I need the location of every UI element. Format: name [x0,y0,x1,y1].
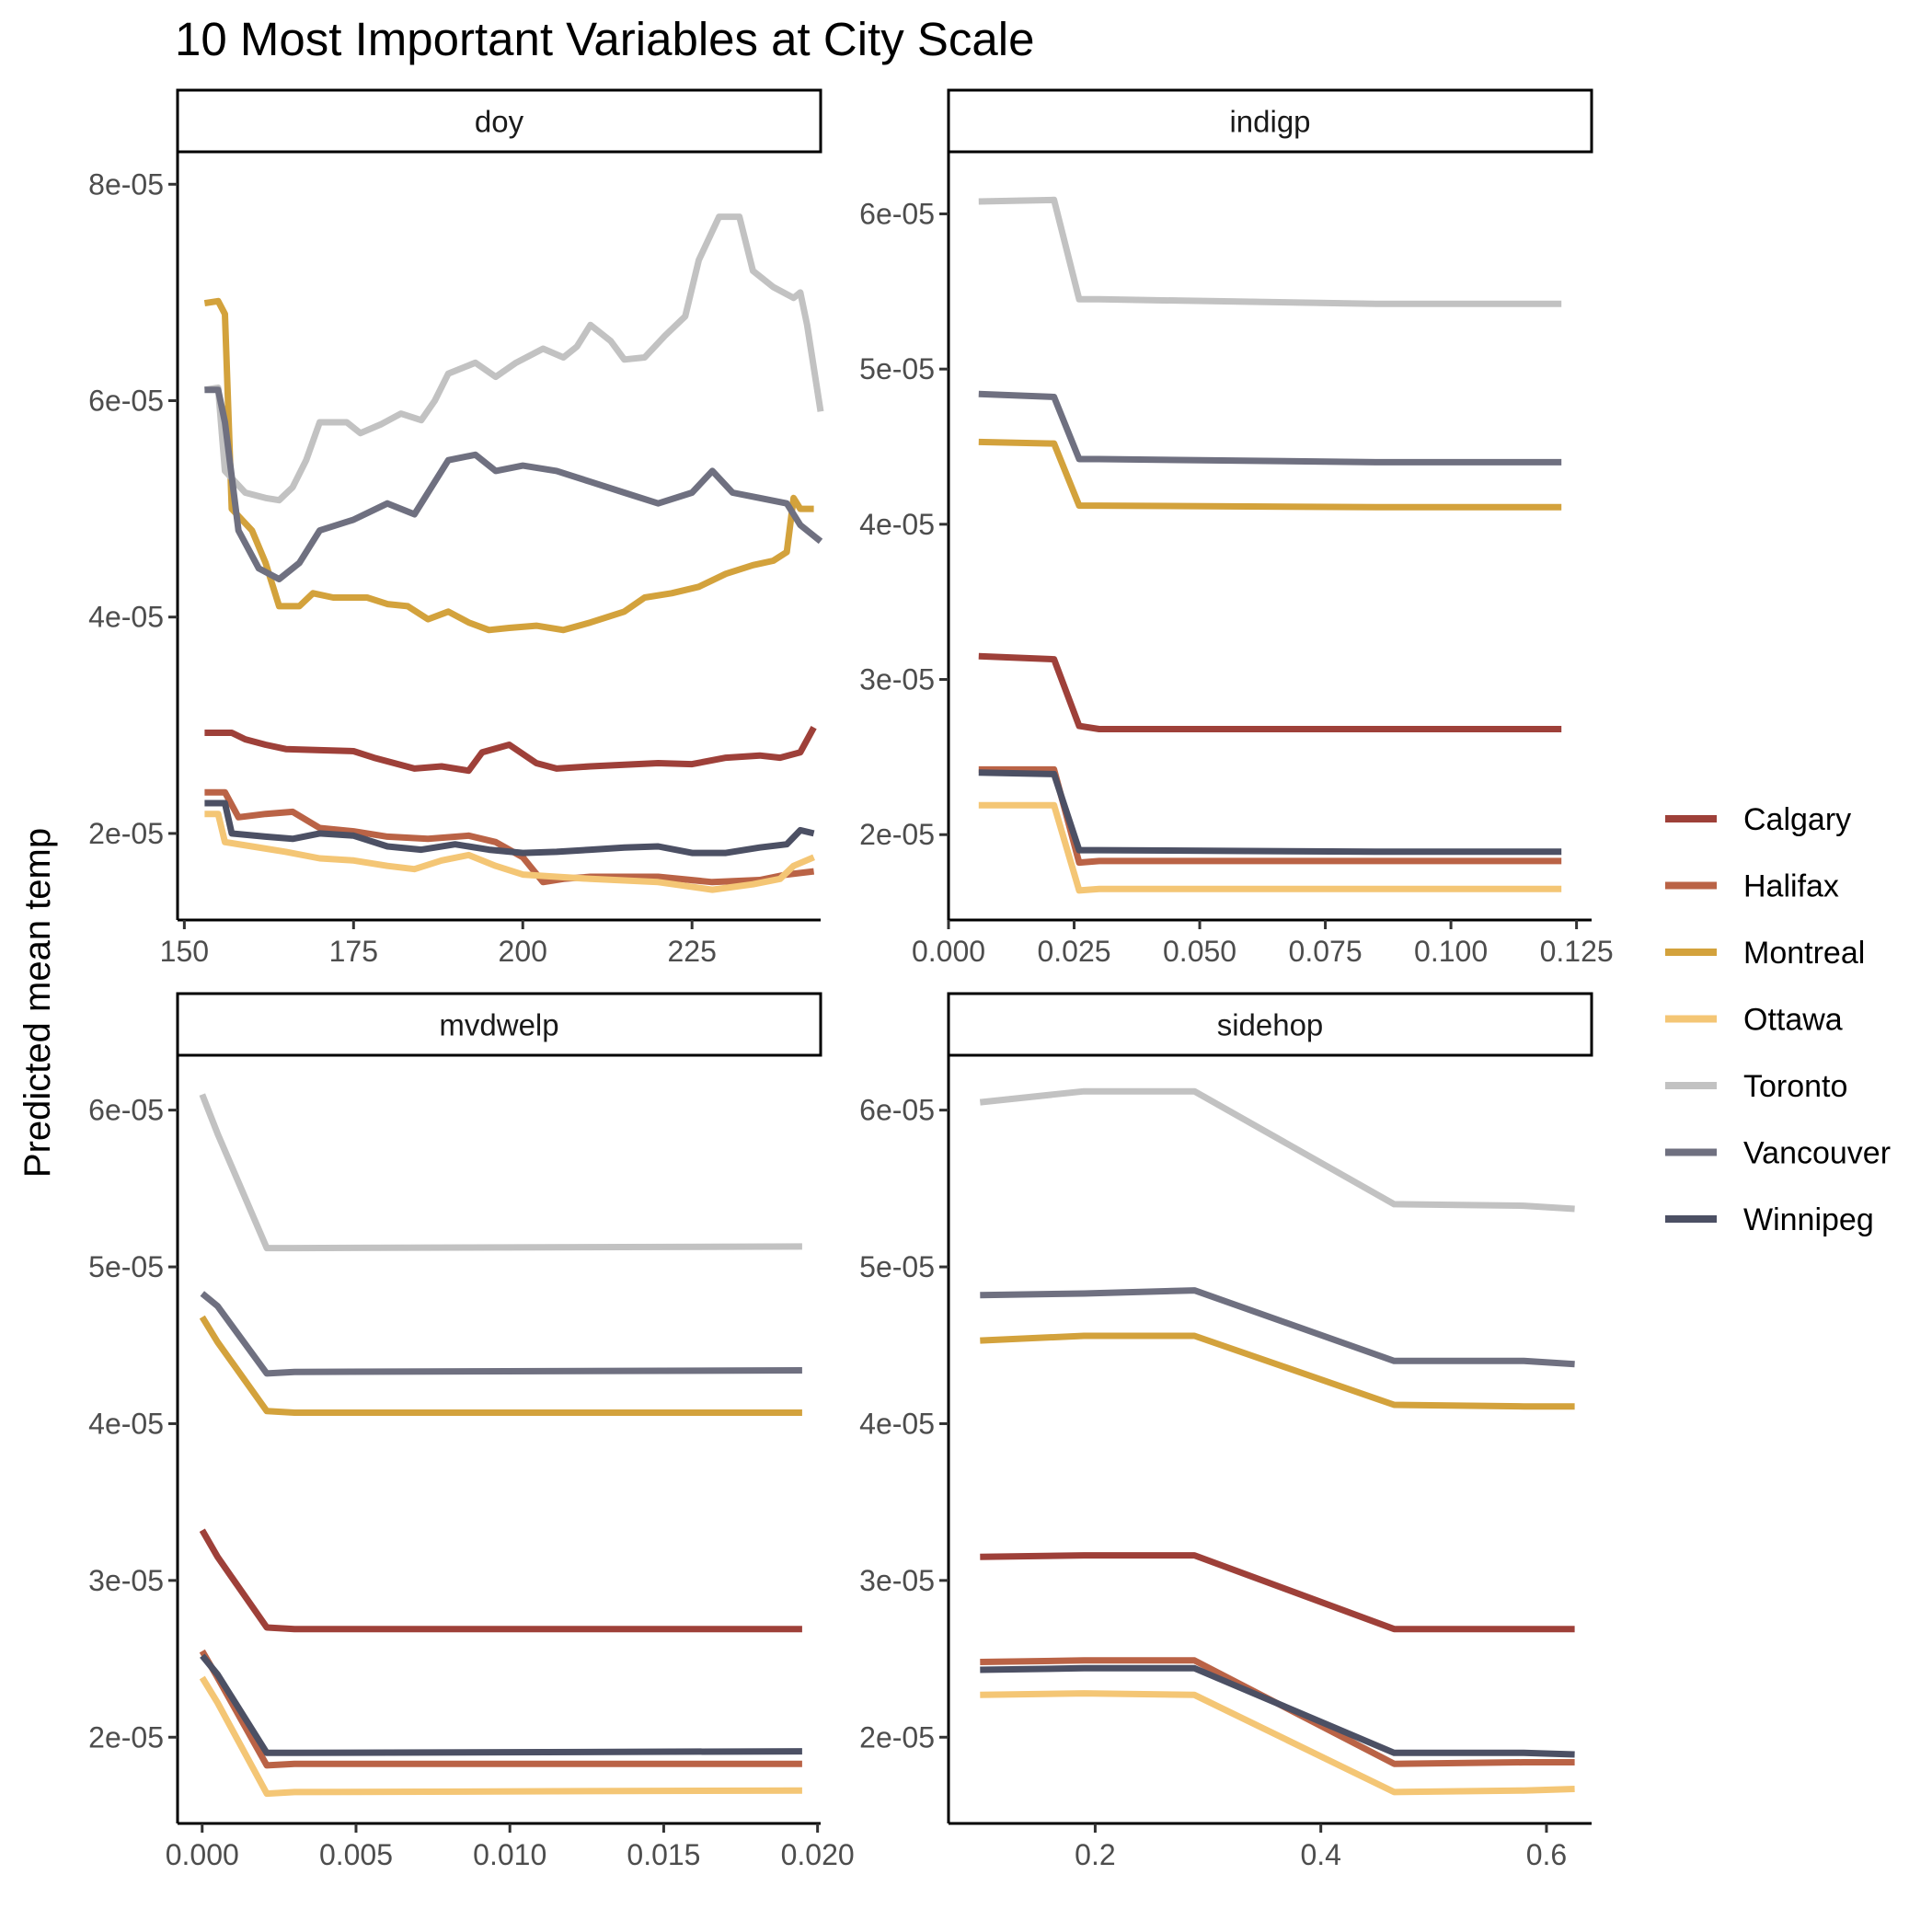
legend-label: Ottawa [1743,1003,1843,1038]
series-line-montreal [199,1315,802,1416]
series-line-ottawa [204,811,815,893]
x-tick-label: 225 [668,935,717,968]
y-tick-label: 6e-05 [859,1094,935,1127]
strip-label: sidehop [1217,1008,1324,1042]
series-group [199,1093,802,1798]
series-group [203,213,824,893]
y-tick-label: 2e-05 [859,818,935,851]
x-tick-label: 0.020 [781,1838,855,1871]
legend-label: Toronto [1743,1069,1847,1104]
series-line-montreal [980,1332,1575,1410]
series-line-toronto [199,1093,802,1252]
panel-indigp: indigp 2e-05 3e-05 4e-05 5e-05 6e-05 0.000 0.02… [859,88,1614,968]
series-line-halifax [204,788,815,886]
legend-item-halifax: Halifax [1665,869,1839,904]
x-tick-label: 0.005 [319,1838,393,1871]
x-tick-label: 0.100 [1414,935,1488,968]
series-line-calgary [980,1552,1575,1633]
x-tick-label: 0.2 [1075,1838,1115,1871]
y-tick-label: 5e-05 [859,1250,935,1283]
strip-label: indigp [1229,105,1310,139]
y-tick-label: 2e-05 [88,1720,164,1754]
legend-label: Halifax [1743,869,1839,904]
series-line-toronto [979,1087,1575,1213]
x-tick-label: 200 [499,935,547,968]
legend-item-vancouver: Vancouver [1665,1136,1891,1171]
series-line-vancouver [204,386,823,582]
x-tick-label: 0.000 [912,935,985,968]
series-line-vancouver [978,390,1562,466]
y-tick-label: 2e-05 [88,817,164,850]
series-line-halifax [978,765,1562,867]
y-tick-label: 6e-05 [88,1094,164,1127]
y-tick-label: 4e-05 [859,1407,935,1440]
legend-item-montreal: Montreal [1665,936,1865,971]
x-tick-label: 0.000 [166,1838,239,1871]
y-tick-label: 4e-05 [88,1407,164,1440]
x-tick-label: 0.015 [627,1838,700,1871]
legend-label: Winnipeg [1743,1202,1874,1237]
x-tick-label: 0.125 [1540,935,1614,968]
legend-label: Montreal [1743,936,1865,971]
x-tick-label: 0.050 [1163,935,1236,968]
panel-doy: doy 2e-05 4e-05 6e-05 8e-05 150 175 200 225 [88,88,824,968]
series-line-ottawa [980,1690,1575,1796]
series-line-ottawa [199,1675,802,1798]
y-tick-label: 6e-05 [88,384,164,417]
legend-item-toronto: Toronto [1665,1069,1847,1104]
y-tick-label: 4e-05 [88,601,164,634]
x-tick-label: 0.025 [1037,935,1110,968]
series-line-toronto [203,213,824,504]
y-tick-label: 6e-05 [859,197,935,230]
strip-sidehop [947,992,1593,1057]
y-tick-label: 5e-05 [859,352,935,385]
series-line-montreal [978,438,1562,511]
x-tick-label: 0.075 [1289,935,1363,968]
y-axis-title: Predicted mean temp [17,828,58,1178]
strip-mvdwelp [176,992,822,1057]
x-tick-label: 0.010 [473,1838,546,1871]
series-line-calgary [204,726,817,775]
y-tick-label: 8e-05 [88,167,164,201]
panel-sidehop: sidehop 2e-05 3e-05 4e-05 5e-05 6e-05 0.2 0.4 0.… [859,992,1593,1871]
strip-indigp [947,88,1593,154]
y-tick-label: 4e-05 [859,508,935,541]
series-line-toronto [978,196,1562,307]
legend-label: Calgary [1743,802,1851,837]
y-tick-label: 3e-05 [859,663,935,696]
x-tick-label: 150 [160,935,209,968]
legend-label: Vancouver [1743,1136,1891,1171]
y-tick-label: 3e-05 [859,1564,935,1597]
series-line-winnipeg [200,1653,802,1756]
legend: Calgary Halifax Montreal Ottawa Toronto Vanco… [1665,802,1891,1237]
series-line-winnipeg [204,799,815,857]
x-tick-label: 175 [329,935,378,968]
series-group [979,1087,1575,1796]
series-line-calgary [978,652,1562,732]
legend-item-calgary: Calgary [1665,802,1851,837]
panels: doy 2e-05 4e-05 6e-05 8e-05 150 175 200 225 indig… [88,88,1614,1871]
series-line-ottawa [978,801,1562,894]
series-line-winnipeg [978,769,1562,856]
x-tick-label: 0.6 [1526,1838,1567,1871]
y-tick-label: 5e-05 [88,1250,164,1283]
series-line-winnipeg [980,1664,1575,1758]
panel-mvdwelp: mvdwelp 2e-05 3e-05 4e-05 5e-05 6e-05 0.000 0.0… [88,992,855,1871]
series-group [978,196,1562,894]
chart-title: 10 Most Important Variables at City Scal… [175,13,1034,65]
x-tick-label: 0.4 [1300,1838,1340,1871]
legend-item-ottawa: Ottawa [1665,1003,1843,1038]
series-line-vancouver [980,1287,1575,1368]
strip-doy [176,88,822,154]
series-line-calgary [199,1528,802,1633]
y-tick-label: 2e-05 [859,1720,935,1754]
strip-label: doy [475,105,524,139]
legend-item-winnipeg: Winnipeg [1665,1202,1874,1237]
strip-label: mvdwelp [439,1008,558,1042]
y-tick-label: 3e-05 [88,1564,164,1597]
series-line-vancouver [200,1291,802,1377]
